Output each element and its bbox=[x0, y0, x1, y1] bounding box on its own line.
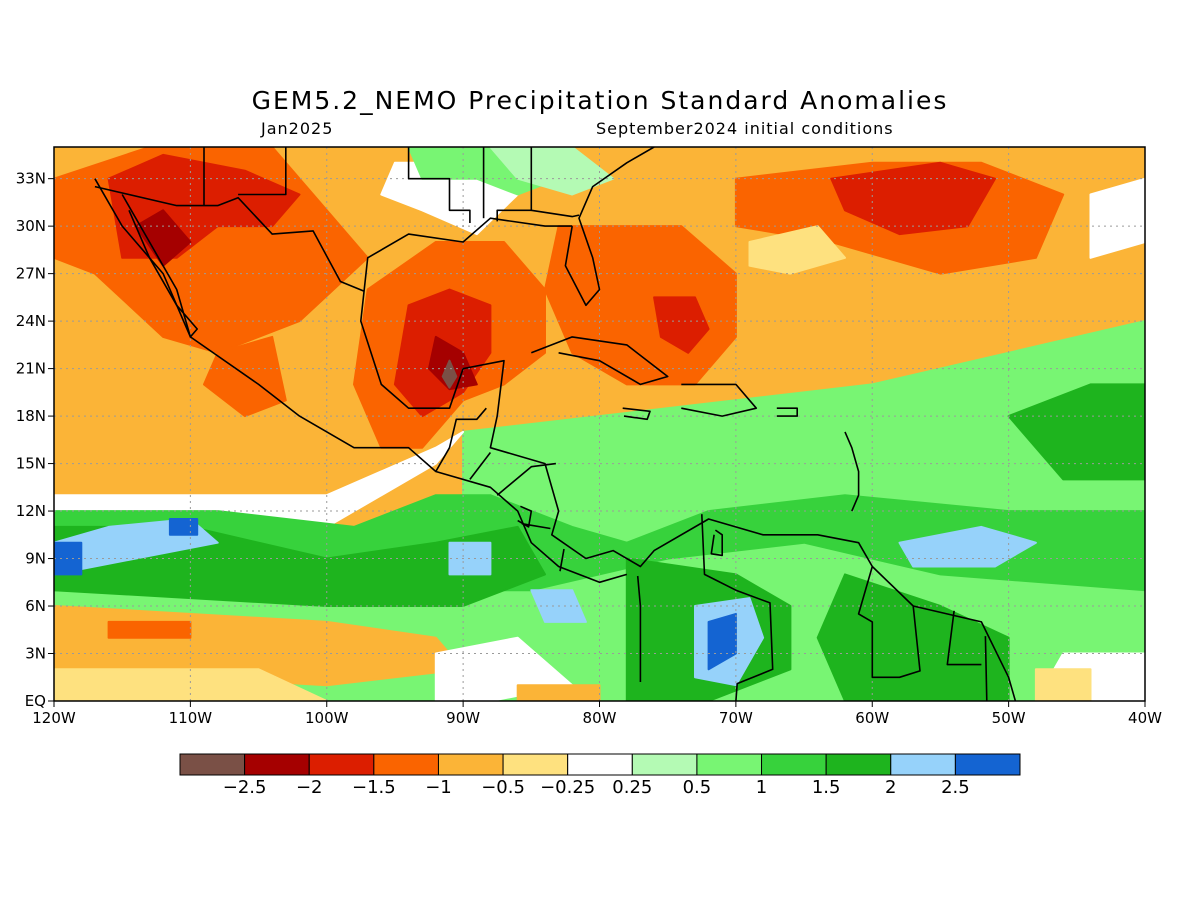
coastline-maracaibo-lake bbox=[710, 529, 724, 557]
lat-tick-label: EQ bbox=[25, 692, 46, 710]
initial-conditions: September2024 initial conditions bbox=[596, 119, 894, 138]
colorbar-label: −0.5 bbox=[481, 777, 525, 798]
coastline-jamaica bbox=[622, 407, 651, 421]
colorbar-swatch bbox=[954, 753, 1021, 776]
chart-title: GEM5.2_NEMO Precipitation Standard Anoma… bbox=[251, 86, 949, 115]
region-atlantic-very-wet-patch bbox=[898, 525, 1037, 568]
coastline-central-america-borders-3 bbox=[496, 462, 557, 496]
colorbar-label: −1 bbox=[425, 777, 452, 798]
colorbar-swatch bbox=[567, 753, 633, 776]
colorbar-label: 0.5 bbox=[683, 777, 712, 798]
region-atlantic-near-normal bbox=[1089, 177, 1145, 259]
coastline-central-america-borders-2 bbox=[469, 452, 492, 480]
region-bahamas-very-dry bbox=[653, 296, 710, 354]
lat-tick-label: 3N bbox=[25, 645, 46, 663]
lat-tick-label: 24N bbox=[16, 312, 46, 330]
colorbar-swatch bbox=[373, 753, 439, 776]
lon-tick-label: 40W bbox=[1128, 709, 1162, 727]
colorbar-swatch bbox=[308, 753, 375, 776]
coastline-south-america-borders bbox=[636, 575, 642, 682]
region-atlantic-light-dry bbox=[748, 225, 846, 275]
axis-ticks: 120W 110W 100W 90W 80W 70W 60W 50W 40W EQ 3N 6N 9N 12… bbox=[16, 170, 1162, 727]
colorbar-label: 1 bbox=[756, 777, 767, 798]
coastline-central-america-borders-4 bbox=[521, 522, 551, 530]
coastline-central-america-borders bbox=[435, 407, 487, 472]
colorbar-swatch bbox=[179, 753, 246, 776]
lon-tick-label: 80W bbox=[583, 709, 617, 727]
coastline-us-state-lines-2 bbox=[238, 147, 287, 196]
lat-tick-label: 33N bbox=[16, 170, 46, 188]
lon-tick-label: 70W bbox=[719, 709, 753, 727]
colorbar-swatch bbox=[761, 753, 827, 776]
lat-tick-label: 15N bbox=[16, 455, 46, 473]
lon-tick-label: 100W bbox=[305, 709, 349, 727]
region-sw-us-core bbox=[134, 209, 192, 267]
colorbar-label: −2 bbox=[296, 777, 323, 798]
region-itcz-extreme-center bbox=[168, 518, 199, 536]
coastline-north-america-pacific-coast bbox=[94, 178, 628, 584]
coastline-south-america-borders-2 bbox=[701, 514, 774, 701]
coastline-puerto-rico bbox=[776, 407, 799, 417]
colorbar: −2.5 −2 −1.5 −1 −0.5 −0.25 0.25 0.5 1 1.5 2 2.5 bbox=[179, 753, 1021, 798]
colorbar-swatch bbox=[825, 753, 892, 776]
coastline-gulf-of-mexico-coast bbox=[359, 217, 1017, 701]
lat-tick-label: 21N bbox=[16, 360, 46, 378]
coastline-cuba bbox=[531, 336, 669, 386]
coastlines bbox=[94, 147, 1017, 701]
lat-tick-label: 30N bbox=[16, 217, 46, 235]
colorbar-swatch bbox=[631, 753, 698, 776]
lon-tick-label: 120W bbox=[32, 709, 76, 727]
colorbar-swatch bbox=[502, 753, 569, 776]
coastline-us-state-lines-5 bbox=[496, 147, 533, 222]
colorbar-label: −0.25 bbox=[540, 777, 595, 798]
region-atlantic-strong-wet bbox=[1007, 383, 1145, 481]
colorbar-label: 2.5 bbox=[941, 777, 970, 798]
region-east-pacific-dry-core bbox=[107, 620, 192, 639]
coastline-lesser-antilles bbox=[844, 431, 860, 512]
coastline-us-state-lines-3 bbox=[407, 147, 471, 223]
colorbar-label: −1.5 bbox=[352, 777, 396, 798]
lon-tick-label: 90W bbox=[446, 709, 480, 727]
lon-tick-label: 110W bbox=[169, 709, 213, 727]
colorbar-label: 2 bbox=[885, 777, 896, 798]
colorbar-swatch bbox=[244, 753, 310, 776]
lat-tick-label: 18N bbox=[16, 407, 46, 425]
coastline-south-america-borders-4 bbox=[946, 610, 982, 666]
region-equator-light-dry-east bbox=[1034, 668, 1092, 701]
lat-tick-label: 9N bbox=[25, 550, 46, 568]
lon-tick-label: 50W bbox=[992, 709, 1026, 727]
coastline-us-mexico-border bbox=[94, 185, 364, 292]
coastline-us-state-lines-6 bbox=[531, 209, 580, 218]
region-gulf-peak bbox=[441, 359, 458, 389]
colorbar-label: 1.5 bbox=[812, 777, 841, 798]
colorbar-swatch bbox=[890, 753, 956, 776]
lat-tick-label: 27N bbox=[16, 265, 46, 283]
colorbar-swatch bbox=[696, 753, 763, 776]
colorbar-label: −2.5 bbox=[223, 777, 267, 798]
lon-tick-label: 60W bbox=[855, 709, 889, 727]
colorbar-label: 0.25 bbox=[612, 777, 652, 798]
coastline-central-america-borders-5 bbox=[559, 548, 565, 572]
coastline-baja-peninsula bbox=[121, 194, 198, 338]
coastline-florida bbox=[564, 147, 655, 307]
forecast-month: Jan2025 bbox=[261, 119, 334, 138]
lat-tick-label: 6N bbox=[25, 597, 46, 615]
coastline-lake-nicaragua bbox=[517, 505, 533, 528]
lat-tick-label: 12N bbox=[16, 502, 46, 520]
colorbar-swatch bbox=[437, 753, 504, 776]
coastline-south-america-borders-3 bbox=[857, 566, 921, 679]
region-gulf-mexico-core bbox=[428, 335, 478, 391]
coastline-hispaniola bbox=[681, 383, 758, 417]
coastline-south-america-borders-5 bbox=[984, 636, 988, 701]
region-equator-light-dry bbox=[516, 684, 601, 701]
